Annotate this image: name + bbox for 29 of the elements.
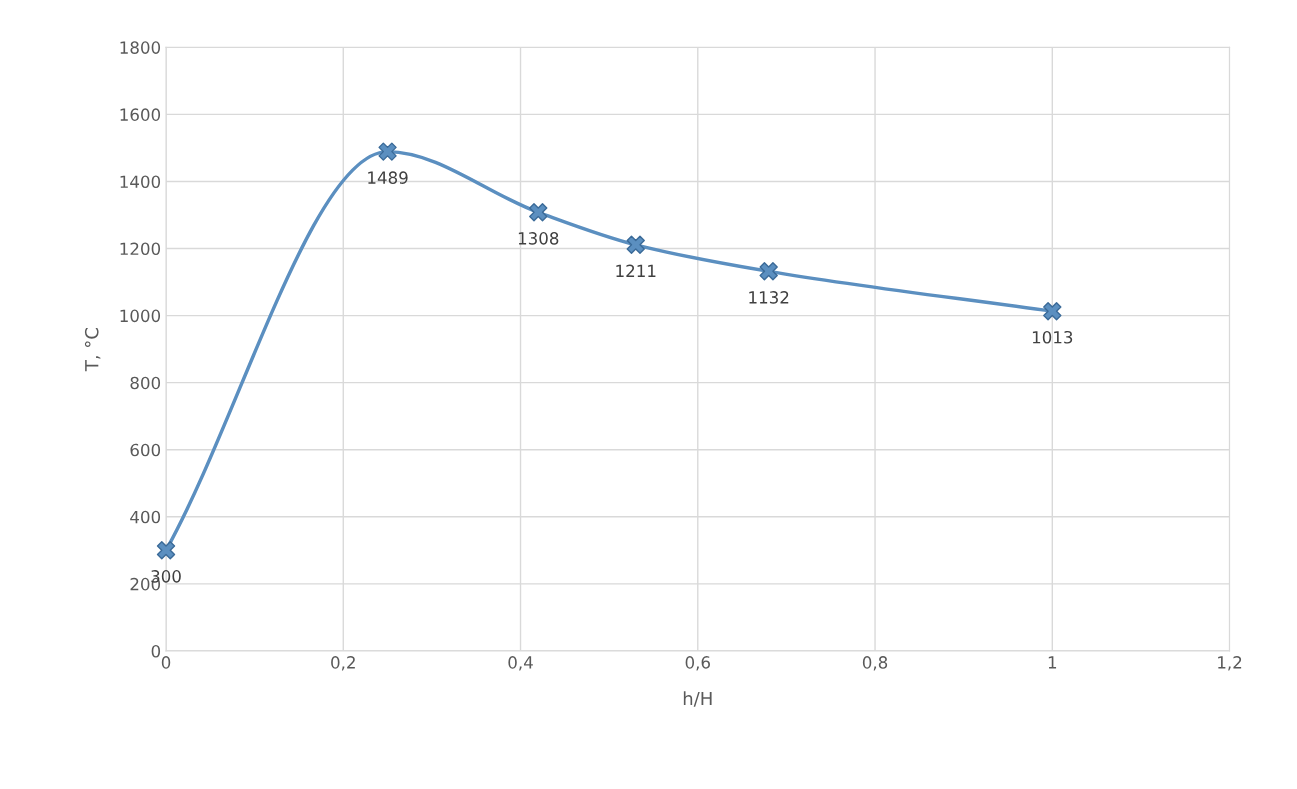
point — [626, 235, 645, 255]
data-label: 1013 — [1032, 330, 1073, 344]
data-label: 1132 — [749, 291, 789, 304]
x-tick-label: 1,2 — [1218, 656, 1242, 671]
point — [1043, 302, 1062, 321]
y-tick-label: 1600 — [120, 108, 161, 121]
data-label: 1211 — [616, 264, 656, 277]
x-tick-label: 0,8 — [862, 656, 888, 671]
point — [529, 203, 548, 222]
data-label: 1489 — [368, 171, 408, 184]
x-axis-title: h/H — [683, 691, 712, 707]
point — [378, 142, 397, 161]
y-tick-label: 1000 — [120, 309, 161, 323]
y-tick-label: 1200 — [120, 242, 161, 256]
data-label: 1308 — [518, 232, 559, 245]
y-tick-label: 0 — [151, 644, 161, 658]
y-axis-title: T, °C — [84, 328, 101, 372]
y-tick-label: 1800 — [120, 41, 161, 54]
point — [759, 262, 778, 281]
x-tick-label: 0,2 — [331, 656, 355, 671]
x-tick-label: 0,6 — [685, 656, 710, 671]
x-tick-label: 1 — [1048, 656, 1057, 669]
point — [156, 541, 176, 560]
x-tick-label: 0 — [161, 656, 171, 669]
y-tick-label: 1400 — [120, 175, 161, 189]
x-tick-label: 0,4 — [508, 656, 533, 671]
y-tick-label: 400 — [130, 510, 161, 524]
y-tick-label: 600 — [130, 443, 161, 457]
y-tick-label: 800 — [130, 376, 161, 390]
